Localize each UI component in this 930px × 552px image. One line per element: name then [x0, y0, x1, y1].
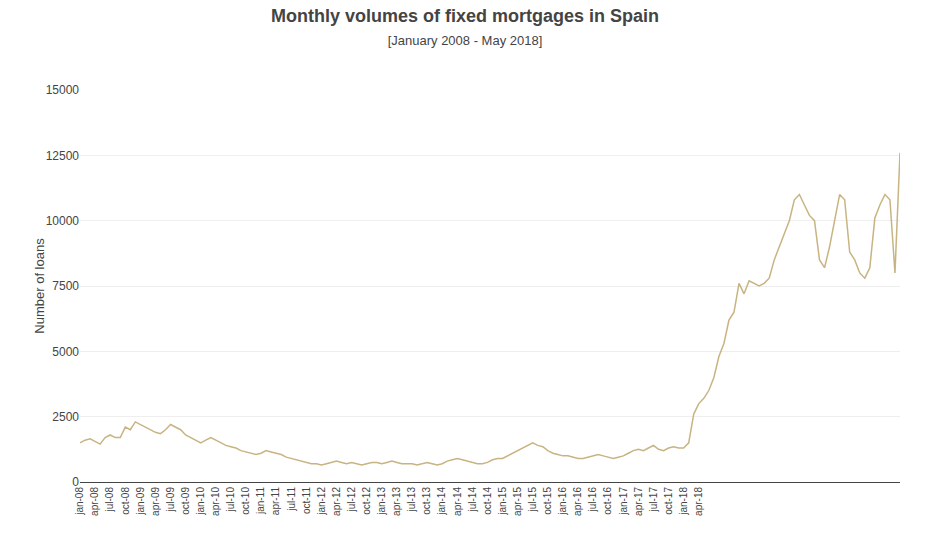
svg-text:oct-11: oct-11: [301, 487, 312, 514]
svg-text:jan-11: jan-11: [255, 487, 266, 515]
svg-text:Number of loans: Number of loans: [32, 238, 47, 334]
svg-text:jul-16: jul-16: [587, 487, 598, 513]
svg-text:jan-10: jan-10: [195, 487, 206, 516]
svg-text:jan-17: jan-17: [618, 487, 629, 516]
svg-text:7500: 7500: [52, 279, 79, 293]
svg-text:apr-12: apr-12: [331, 487, 342, 516]
svg-text:jan-15: jan-15: [497, 487, 508, 516]
svg-text:jan-12: jan-12: [316, 487, 327, 516]
svg-text:oct-12: oct-12: [361, 487, 372, 515]
svg-text:apr-10: apr-10: [210, 487, 221, 516]
svg-text:5000: 5000: [52, 345, 79, 359]
svg-text:jan-14: jan-14: [436, 487, 447, 516]
svg-text:apr-16: apr-16: [572, 487, 583, 516]
svg-text:apr-14: apr-14: [452, 487, 463, 516]
svg-text:oct-13: oct-13: [421, 487, 432, 515]
svg-text:jul-15: jul-15: [527, 487, 538, 513]
svg-text:jan-13: jan-13: [376, 487, 387, 516]
svg-text:oct-09: oct-09: [180, 487, 191, 515]
svg-text:15000: 15000: [46, 83, 80, 97]
svg-text:jul-13: jul-13: [406, 487, 417, 513]
svg-text:apr-18: apr-18: [693, 487, 704, 516]
svg-text:jul-09: jul-09: [165, 487, 176, 513]
svg-text:apr-08: apr-08: [89, 487, 100, 516]
svg-text:oct-14: oct-14: [482, 487, 493, 515]
svg-text:oct-16: oct-16: [602, 487, 613, 515]
svg-text:Monthly volumes of fixed mortg: Monthly volumes of fixed mortgages in Sp…: [271, 6, 659, 48]
svg-text:oct-15: oct-15: [542, 487, 553, 515]
svg-text:10000: 10000: [46, 214, 80, 228]
svg-text:oct-10: oct-10: [240, 487, 251, 515]
svg-text:jan-18: jan-18: [678, 487, 689, 516]
svg-text:jul-10: jul-10: [225, 487, 236, 513]
svg-text:jul-11: jul-11: [286, 487, 297, 512]
svg-text:jan-08: jan-08: [74, 487, 85, 516]
svg-text:apr-15: apr-15: [512, 487, 523, 516]
svg-text:jul-08: jul-08: [104, 487, 115, 513]
svg-text:jan-16: jan-16: [557, 487, 568, 516]
svg-text:apr-17: apr-17: [633, 487, 644, 516]
svg-text:jul-12: jul-12: [346, 487, 357, 513]
svg-text:0: 0: [72, 475, 79, 489]
svg-text:apr-11: apr-11: [270, 487, 281, 516]
svg-text:jul-14: jul-14: [467, 487, 478, 513]
svg-text:2500: 2500: [52, 410, 79, 424]
svg-text:jan-09: jan-09: [135, 487, 146, 516]
svg-text:oct-08: oct-08: [120, 487, 131, 515]
svg-text:oct-17: oct-17: [663, 487, 674, 515]
svg-text:apr-09: apr-09: [150, 487, 161, 516]
svg-text:apr-13: apr-13: [391, 487, 402, 516]
svg-text:jul-17: jul-17: [648, 487, 659, 513]
svg-text:12500: 12500: [46, 149, 80, 163]
